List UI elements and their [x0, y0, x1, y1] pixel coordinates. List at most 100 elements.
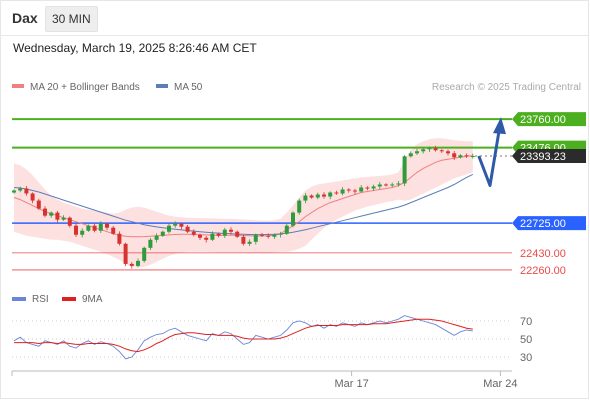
candle-body	[185, 226, 190, 232]
candle-body	[303, 195, 308, 201]
level-label-0: 23760.00	[520, 114, 566, 126]
candle-body	[408, 153, 413, 157]
legend-swatch-ma50	[156, 84, 168, 88]
candle-body	[123, 243, 128, 264]
candle-body	[365, 187, 370, 189]
level-label-2: 23393.23	[520, 151, 566, 163]
header-bar: Dax 30 MIN	[0, 0, 589, 36]
candle-body	[86, 225, 91, 231]
candle-body	[67, 217, 72, 226]
x-label-0: Mar 17	[334, 378, 368, 390]
level-tag-resistance-0	[512, 112, 586, 127]
candle-body	[167, 225, 171, 232]
candle-body	[390, 184, 395, 186]
candle-body	[98, 223, 103, 231]
candle-body	[235, 231, 240, 237]
candle-body	[61, 217, 66, 220]
candle-body	[229, 229, 233, 232]
rsi-legend-swatch-1	[62, 297, 76, 301]
level-tag-support_primary-3	[512, 216, 586, 231]
candle-body	[266, 235, 271, 237]
candle-body	[216, 233, 221, 236]
legend-swatch-ma20	[12, 84, 24, 88]
level-label-5: 22260.00	[520, 265, 566, 277]
candle-body	[470, 156, 475, 158]
candle-body	[315, 194, 320, 198]
candle-body	[204, 237, 209, 240]
candle-body	[210, 233, 215, 240]
candle-body	[55, 212, 60, 220]
credit-text: Research © 2025 Trading Central	[432, 82, 581, 93]
candle-body	[136, 260, 140, 266]
chart-datetime: Wednesday, March 19, 2025 8:26:46 AM CET	[13, 41, 257, 55]
candle-body	[353, 190, 357, 192]
candle-body	[346, 189, 351, 191]
candle-body	[198, 234, 202, 238]
candle-body	[291, 212, 295, 226]
candle-body	[377, 184, 382, 187]
candle-body	[384, 184, 388, 186]
rsi-tick-30: 30	[520, 352, 532, 364]
ma50-line	[13, 173, 474, 236]
legend-label-ma50: MA 50	[174, 82, 203, 93]
candles-group	[12, 145, 475, 269]
candle-body	[433, 148, 438, 151]
candle-body	[359, 187, 364, 192]
level-tag-current-2	[512, 148, 586, 163]
rsi-legend-label-0: RSI	[32, 294, 49, 305]
candle-body	[12, 190, 16, 193]
x-label-1: Mar 24	[483, 378, 517, 390]
candle-body	[179, 223, 184, 227]
candle-body	[427, 148, 432, 150]
candle-body	[160, 231, 165, 236]
candle-body	[452, 153, 457, 158]
candle-body	[111, 227, 116, 234]
rsi-legend-swatch-0	[12, 297, 26, 301]
candle-body	[439, 150, 444, 152]
candle-body	[247, 241, 252, 244]
candle-body	[191, 231, 196, 235]
candle-body	[49, 212, 54, 216]
candle-body	[421, 149, 426, 152]
candle-body	[309, 195, 314, 198]
candle-body	[458, 155, 463, 158]
level-label-3: 22725.00	[520, 218, 566, 230]
candle-body	[74, 225, 78, 235]
candle-body	[92, 225, 97, 231]
rsi-tick-70: 70	[520, 316, 532, 328]
candle-body	[117, 233, 122, 244]
candle-body	[297, 200, 302, 213]
candle-body	[371, 186, 376, 189]
candle-body	[129, 263, 134, 266]
candle-body	[154, 235, 159, 240]
candle-body	[148, 239, 153, 248]
timeframe-selector[interactable]: 30 MIN	[45, 6, 98, 32]
candle-body	[328, 192, 333, 197]
candle-body	[173, 223, 178, 226]
candle-body	[253, 234, 258, 242]
candle-body	[278, 233, 283, 235]
rsi-legend-label-1: 9MA	[82, 294, 103, 305]
candle-body	[105, 223, 109, 228]
candle-body	[284, 225, 289, 234]
candle-body	[260, 234, 264, 236]
instrument-name: Dax	[12, 10, 38, 26]
candle-body	[415, 151, 419, 154]
candle-body	[80, 230, 85, 235]
projection-arrow-path	[477, 130, 501, 187]
projection-arrow-head	[493, 117, 506, 135]
bollinger-band-area	[14, 138, 473, 268]
candle-body	[241, 236, 246, 244]
level-label-4: 22430.00	[520, 248, 566, 260]
candle-body	[24, 188, 29, 194]
candle-body	[340, 189, 345, 194]
candle-body	[322, 194, 326, 197]
candle-body	[464, 155, 469, 157]
candle-body	[36, 200, 41, 209]
candle-body	[272, 234, 277, 237]
legend-label-ma20: MA 20 + Bollinger Bands	[30, 82, 140, 93]
candle-body	[222, 229, 227, 236]
rsi-line	[13, 315, 473, 360]
rsi-9ma-line	[14, 318, 473, 353]
